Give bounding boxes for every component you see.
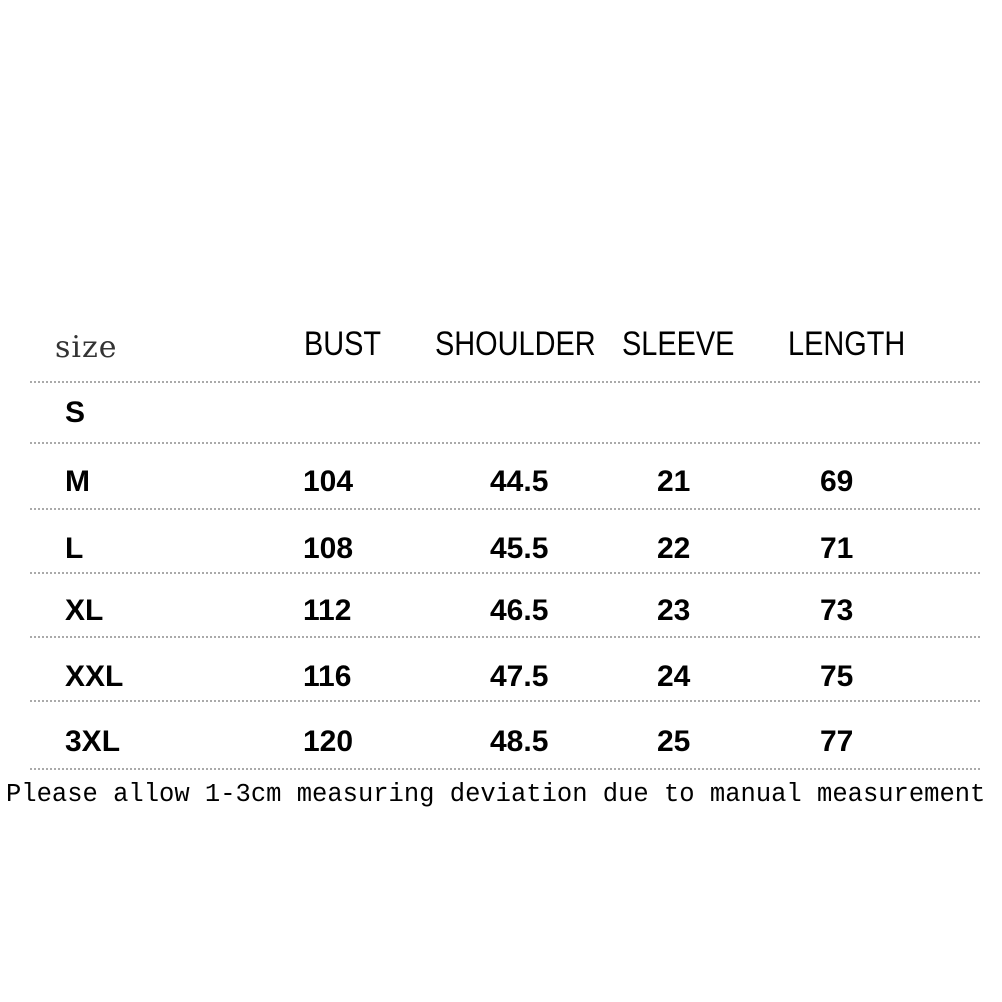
table-cell: 21	[657, 465, 691, 498]
header-length: LENGTH	[788, 325, 906, 363]
row-divider	[30, 700, 980, 702]
row-divider	[30, 442, 980, 444]
table-cell: 108	[303, 532, 354, 565]
row-divider	[30, 381, 980, 383]
table-cell: 112	[303, 594, 352, 627]
table-cell: 48.5	[490, 725, 549, 758]
header-sleeve: SLEEVE	[622, 325, 735, 363]
table-cell: 24	[657, 660, 691, 693]
table-cell: 104	[303, 465, 354, 498]
header-size: size	[55, 330, 118, 365]
table-cell: 77	[820, 725, 854, 758]
size-label: 3XL	[65, 725, 121, 758]
footer-note: Please allow 1-3cm measuring deviation d…	[6, 780, 986, 809]
table-cell: 23	[657, 594, 691, 627]
size-label: XXL	[65, 660, 124, 693]
row-divider	[30, 508, 980, 510]
table-cell: 46.5	[490, 594, 549, 627]
table-cell: 47.5	[490, 660, 549, 693]
table-cell: 22	[657, 532, 691, 565]
size-label: M	[65, 465, 90, 498]
table-cell: 73	[820, 594, 854, 627]
table-cell: 120	[303, 725, 354, 758]
row-divider	[30, 636, 980, 638]
table-cell: 71	[820, 532, 854, 565]
table-cell: 44.5	[490, 465, 549, 498]
size-label: L	[65, 532, 84, 565]
size-label: XL	[65, 594, 104, 627]
table-cell: 45.5	[490, 532, 549, 565]
row-divider	[30, 768, 980, 770]
row-divider	[30, 572, 980, 574]
table-cell: 25	[657, 725, 691, 758]
header-shoulder: SHOULDER	[435, 325, 596, 363]
table-cell: 75	[820, 660, 854, 693]
table-cell: 69	[820, 465, 854, 498]
size-label: S	[65, 396, 86, 429]
table-cell: 116	[303, 660, 352, 693]
header-bust: BUST	[304, 325, 382, 363]
